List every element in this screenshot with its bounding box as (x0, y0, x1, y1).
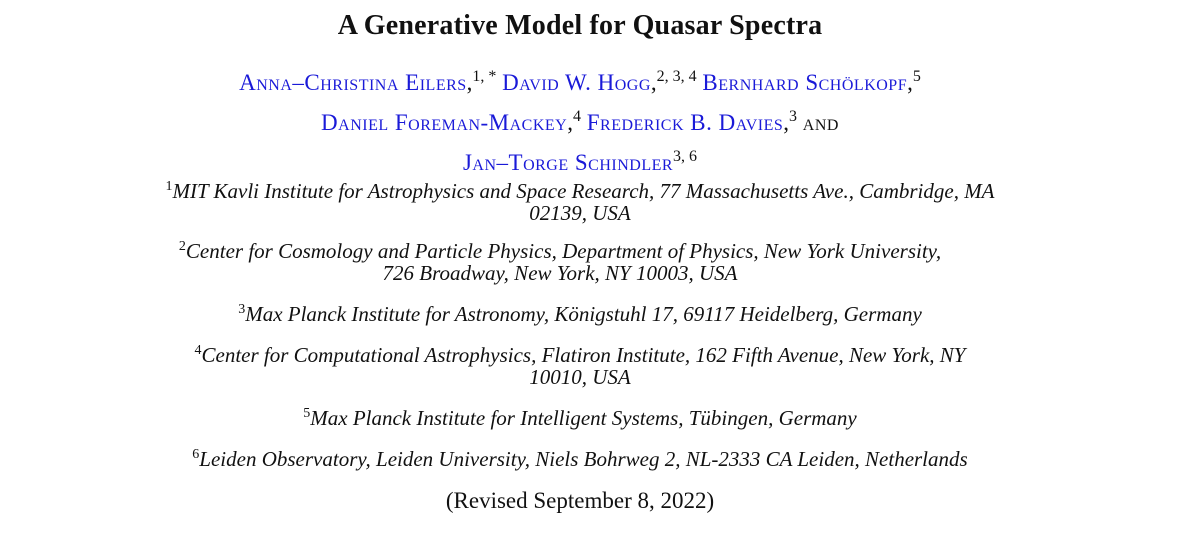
author-name[interactable]: Bernhard Schölkopf (702, 70, 908, 95)
author-affil-marks: 3 (789, 108, 798, 125)
author-affil-marks: 1, * (472, 68, 497, 85)
author-affil-marks: 2, 3, 4 (656, 68, 697, 85)
author-affil-marks: 5 (912, 68, 921, 85)
affiliation-mark: 3 (238, 302, 246, 317)
affiliation-mark: 4 (194, 343, 202, 358)
affiliation-mark: 1 (165, 179, 173, 194)
comma: , (783, 110, 790, 135)
affiliation-mark: 2 (178, 239, 186, 254)
affiliation-text: MIT Kavli Institute for Astrophysics and… (172, 179, 995, 203)
affiliation-text: Center for Computational Astrophysics, F… (201, 343, 966, 367)
affiliation-mark: 6 (192, 447, 200, 462)
affiliation-5: 5Max Planck Institute for Intelligent Sy… (0, 403, 1160, 429)
author-list: Anna–Christina Eilers,1, * David W. Hogg… (0, 60, 1160, 180)
comma: , (907, 70, 913, 95)
affiliation-list: 1MIT Kavli Institute for Astrophysics an… (0, 176, 1196, 470)
comma: , (650, 70, 657, 95)
affiliation-text-cont: 726 Broadway, New York, NY 10003, USA (382, 261, 738, 285)
author-line-3: Jan–Torge Schindler3, 6 (0, 140, 1160, 180)
comma: , (466, 70, 473, 95)
affiliation-text-cont: 02139, USA (529, 201, 631, 225)
affiliation-text: Max Planck Institute for Intelligent Sys… (310, 406, 857, 430)
paper-title: A Generative Model for Quasar Spectra (337, 10, 823, 41)
affiliation-mark: 5 (303, 406, 311, 421)
comma: , (567, 110, 573, 135)
author-affil-marks: 3, 6 (673, 148, 698, 165)
affiliation-6: 6Leiden Observatory, Leiden University, … (0, 444, 1160, 470)
affiliation-text: Center for Cosmology and Particle Physic… (185, 239, 942, 263)
affiliation-4: 4Center for Computational Astrophysics, … (0, 340, 1160, 388)
author-name[interactable]: David W. Hogg (502, 70, 651, 95)
affiliation-text-cont: 10010, USA (529, 365, 631, 389)
affiliation-3: 3Max Planck Institute for Astronomy, Kön… (0, 299, 1160, 325)
author-line-1: Anna–Christina Eilers,1, * David W. Hogg… (0, 60, 1160, 100)
affiliation-1: 1MIT Kavli Institute for Astrophysics an… (0, 176, 1160, 224)
author-line-2: Daniel Foreman-Mackey,4 Frederick B. Dav… (0, 100, 1160, 140)
author-name[interactable]: Daniel Foreman-Mackey (321, 110, 568, 135)
affiliation-text: Leiden Observatory, Leiden University, N… (199, 447, 968, 471)
and-conjunction: and (802, 110, 839, 135)
author-affil-marks: 4 (572, 108, 581, 125)
author-name[interactable]: Jan–Torge Schindler (462, 150, 674, 175)
affiliation-text: Max Planck Institute for Astronomy, Köni… (245, 302, 922, 326)
affiliation-2: 2Center for Cosmology and Particle Physi… (0, 236, 1120, 284)
revision-date: (Revised September 8, 2022) (445, 488, 715, 513)
author-name[interactable]: Frederick B. Davies (586, 110, 784, 135)
author-name[interactable]: Anna–Christina Eilers (239, 70, 467, 95)
